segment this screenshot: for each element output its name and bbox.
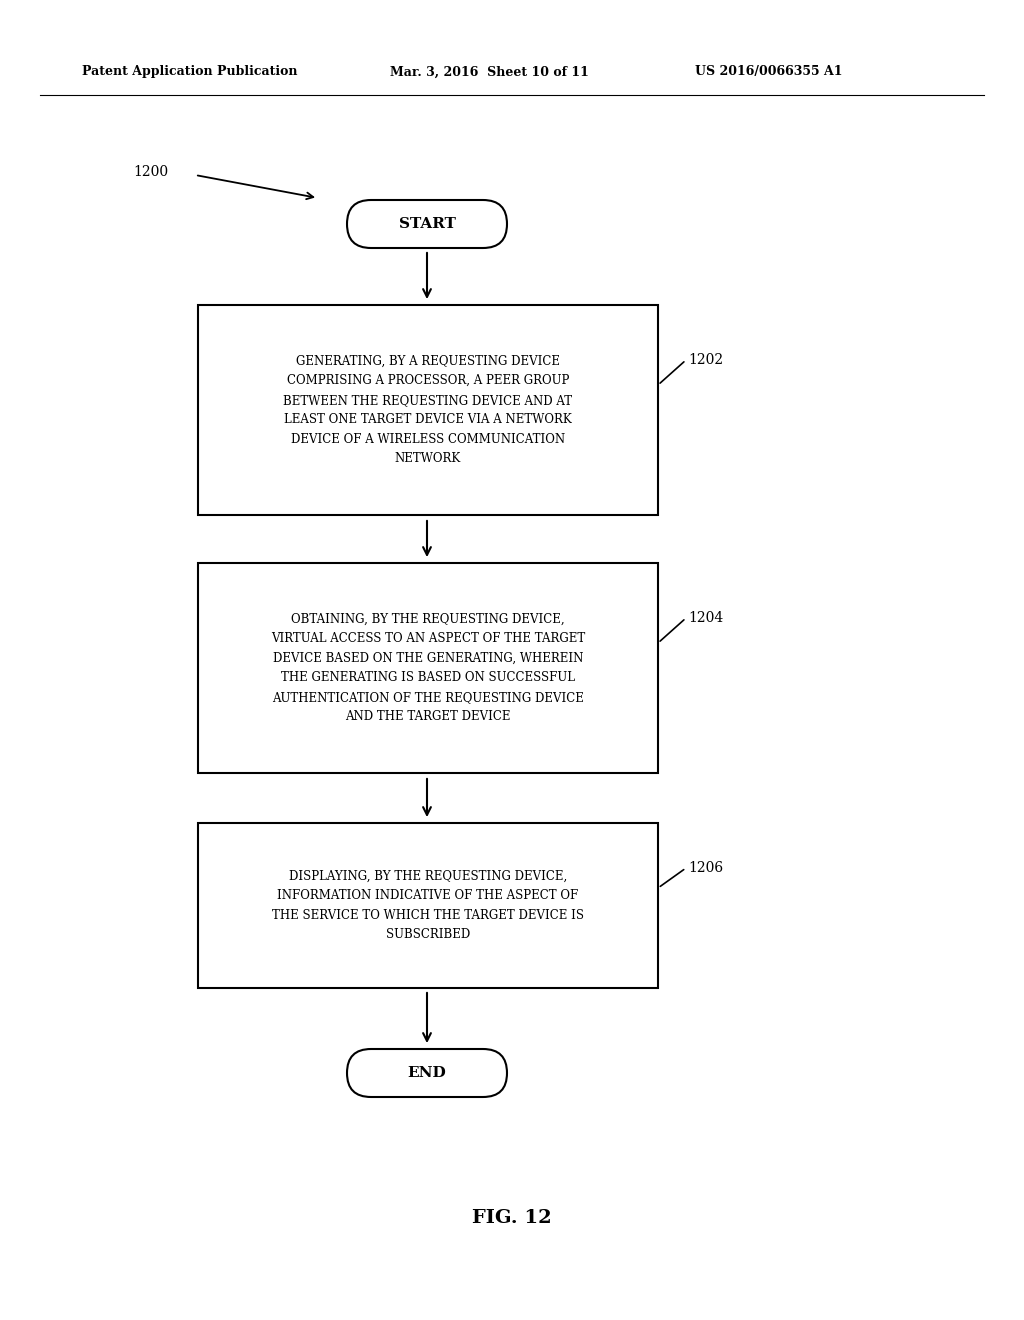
Bar <box>198 564 658 774</box>
Text: Mar. 3, 2016  Sheet 10 of 11: Mar. 3, 2016 Sheet 10 of 11 <box>390 66 589 78</box>
Text: DISPLAYING, BY THE REQUESTING DEVICE,
INFORMATION INDICATIVE OF THE ASPECT OF
TH: DISPLAYING, BY THE REQUESTING DEVICE, IN… <box>272 870 584 941</box>
Text: US 2016/0066355 A1: US 2016/0066355 A1 <box>695 66 843 78</box>
FancyBboxPatch shape <box>347 1049 507 1097</box>
Text: 1202: 1202 <box>688 352 723 367</box>
Text: GENERATING, BY A REQUESTING DEVICE
COMPRISING A PROCESSOR, A PEER GROUP
BETWEEN : GENERATING, BY A REQUESTING DEVICE COMPR… <box>284 355 572 465</box>
Text: Patent Application Publication: Patent Application Publication <box>82 66 298 78</box>
Text: 1200: 1200 <box>133 165 168 180</box>
Text: 1204: 1204 <box>688 611 723 624</box>
Text: 1206: 1206 <box>688 861 723 875</box>
Text: END: END <box>408 1067 446 1080</box>
Bar <box>198 305 658 515</box>
Bar <box>198 822 658 987</box>
Text: START: START <box>398 216 456 231</box>
Text: FIG. 12: FIG. 12 <box>472 1209 552 1228</box>
Text: OBTAINING, BY THE REQUESTING DEVICE,
VIRTUAL ACCESS TO AN ASPECT OF THE TARGET
D: OBTAINING, BY THE REQUESTING DEVICE, VIR… <box>271 612 585 723</box>
FancyBboxPatch shape <box>347 201 507 248</box>
